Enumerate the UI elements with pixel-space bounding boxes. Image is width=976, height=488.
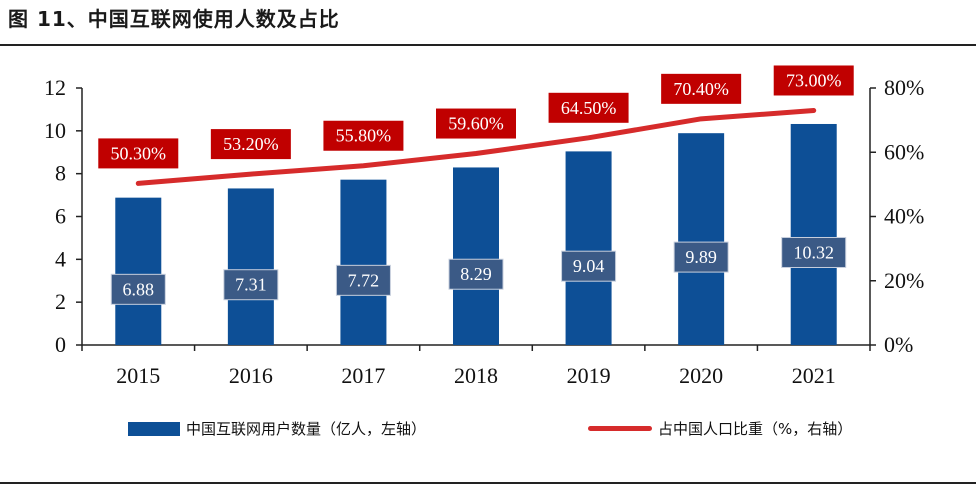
x-tick-label: 2018 [454, 363, 498, 388]
line-value-label: 55.80% [336, 126, 392, 146]
bar [790, 123, 837, 345]
line-value-label: 53.20% [223, 134, 279, 154]
bar-value-label: 9.89 [685, 247, 717, 267]
bar-value-label-box [781, 236, 847, 268]
line-value-label: 50.30% [111, 143, 167, 163]
line-value-label: 59.60% [448, 114, 504, 134]
right-tick-label: 20% [884, 268, 924, 293]
bar-value-label: 6.88 [123, 279, 155, 299]
right-tick-label: 0% [884, 332, 913, 357]
left-tick-label: 8 [55, 161, 66, 186]
line-value-label-box [436, 108, 516, 139]
x-tick-label: 2015 [116, 363, 160, 388]
left-tick-label: 10 [44, 118, 66, 143]
bar-value-label-box [448, 258, 504, 290]
x-tick-label: 2017 [341, 363, 385, 388]
line-value-label-box [773, 65, 854, 96]
line-value-label: 73.00% [786, 70, 842, 90]
left-tick-label: 4 [55, 246, 66, 271]
bar-value-label: 8.29 [460, 264, 492, 284]
line-value-label-box [210, 129, 291, 160]
bar-value-label: 7.72 [348, 270, 380, 290]
legend-item-users: 中国互联网用户数量（亿人，左轴） [128, 418, 426, 439]
legend-item-share: 占中国人口比重（%，右轴） [588, 418, 852, 439]
line-value-label-box [323, 120, 404, 151]
bar [565, 151, 612, 345]
share-line [135, 107, 817, 186]
x-tick-label: 2020 [679, 363, 723, 388]
line-value-label-box [548, 92, 629, 123]
bar-value-label-box [110, 273, 166, 305]
right-tick-label: 40% [884, 204, 924, 229]
legend-line-label: 占中国人口比重（%，右轴） [658, 420, 853, 438]
legend-line-swatch [588, 426, 652, 431]
line-value-label-box [98, 138, 179, 169]
x-tick-label: 2021 [792, 363, 836, 388]
x-tick-label: 2019 [567, 363, 611, 388]
right-tick-label: 80% [884, 75, 924, 100]
line-value-label-box [661, 73, 742, 104]
bar-value-label: 10.32 [793, 242, 834, 262]
bar [453, 167, 499, 345]
bar-value-label-box [223, 269, 279, 301]
combo-chart: 0 2 4 6 8 10 12 0% 20% 40% 60% 80% 2015 2016 2017 2018 2… [44, 65, 924, 388]
right-tick-label: 60% [884, 139, 924, 164]
top-rule [0, 44, 976, 46]
chart-title: 图 11、中国互联网使用人数及占比 [8, 7, 340, 31]
legend-bar-swatch [128, 421, 180, 436]
bar-value-label: 9.04 [573, 256, 605, 276]
left-tick-label: 12 [44, 75, 66, 100]
legend: 中国互联网用户数量（亿人，左轴） 占中国人口比重（%，右轴） [0, 418, 976, 444]
bar [340, 179, 387, 345]
legend-bar-label: 中国互联网用户数量（亿人，左轴） [186, 420, 427, 438]
bar-value-label-box [335, 264, 391, 296]
left-tick-label: 2 [55, 289, 66, 314]
bar-value-label: 7.31 [235, 275, 267, 295]
bar [678, 133, 725, 345]
bottom-rule [0, 482, 976, 484]
bar [115, 197, 162, 345]
line-value-label: 70.40% [673, 79, 729, 99]
x-tick-label: 2016 [229, 363, 273, 388]
bar [227, 188, 274, 345]
left-tick-label: 6 [55, 204, 66, 229]
bar-value-label-box [561, 250, 617, 282]
line-value-label: 64.50% [561, 98, 617, 118]
bar-value-label-box [673, 241, 729, 273]
left-tick-label: 0 [55, 332, 66, 357]
